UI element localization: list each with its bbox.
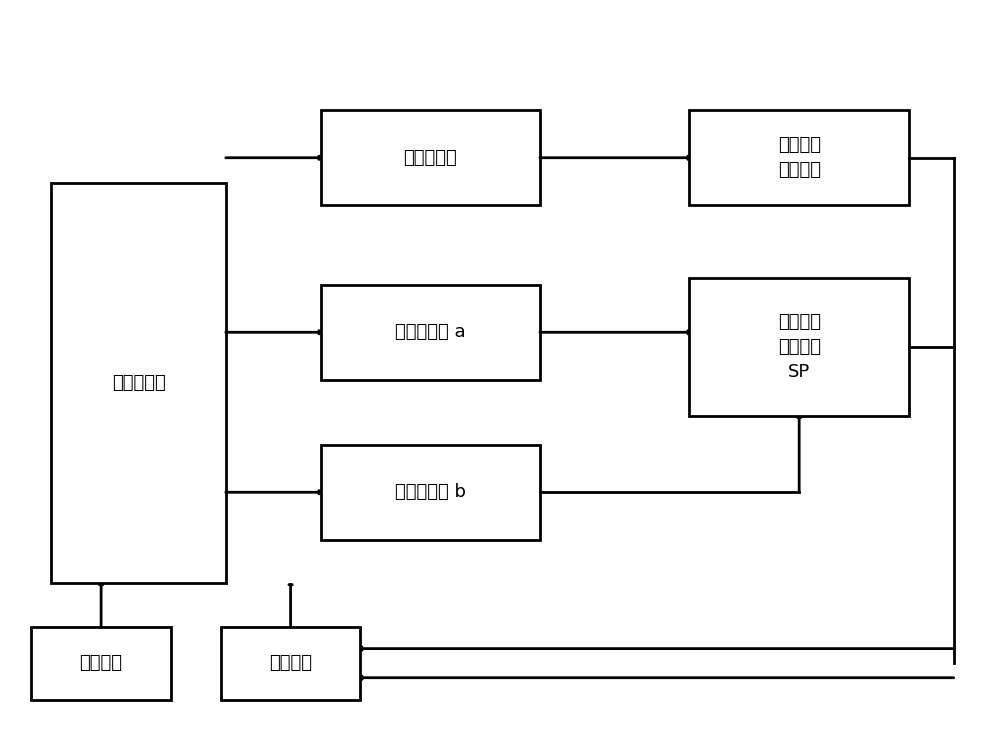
- Bar: [689, 110, 909, 205]
- Text: 温度控制环 b: 温度控制环 b: [395, 483, 466, 502]
- Text: 速度控制环: 速度控制环: [403, 149, 457, 166]
- Text: 温度控制环 a: 温度控制环 a: [395, 323, 466, 342]
- Text: 直径测量: 直径测量: [269, 654, 312, 672]
- Text: 控温仪表
温度设定
SP: 控温仪表 温度设定 SP: [778, 313, 821, 381]
- Bar: [689, 277, 909, 416]
- Text: 直径控制器: 直径控制器: [112, 374, 165, 392]
- Bar: [31, 627, 171, 699]
- Bar: [320, 110, 540, 205]
- Bar: [221, 627, 360, 699]
- Bar: [320, 445, 540, 539]
- Text: 直径设定: 直径设定: [80, 654, 123, 672]
- Text: 晶升电机
提拉速度: 晶升电机 提拉速度: [778, 137, 821, 180]
- Bar: [320, 285, 540, 380]
- Bar: [51, 183, 226, 583]
